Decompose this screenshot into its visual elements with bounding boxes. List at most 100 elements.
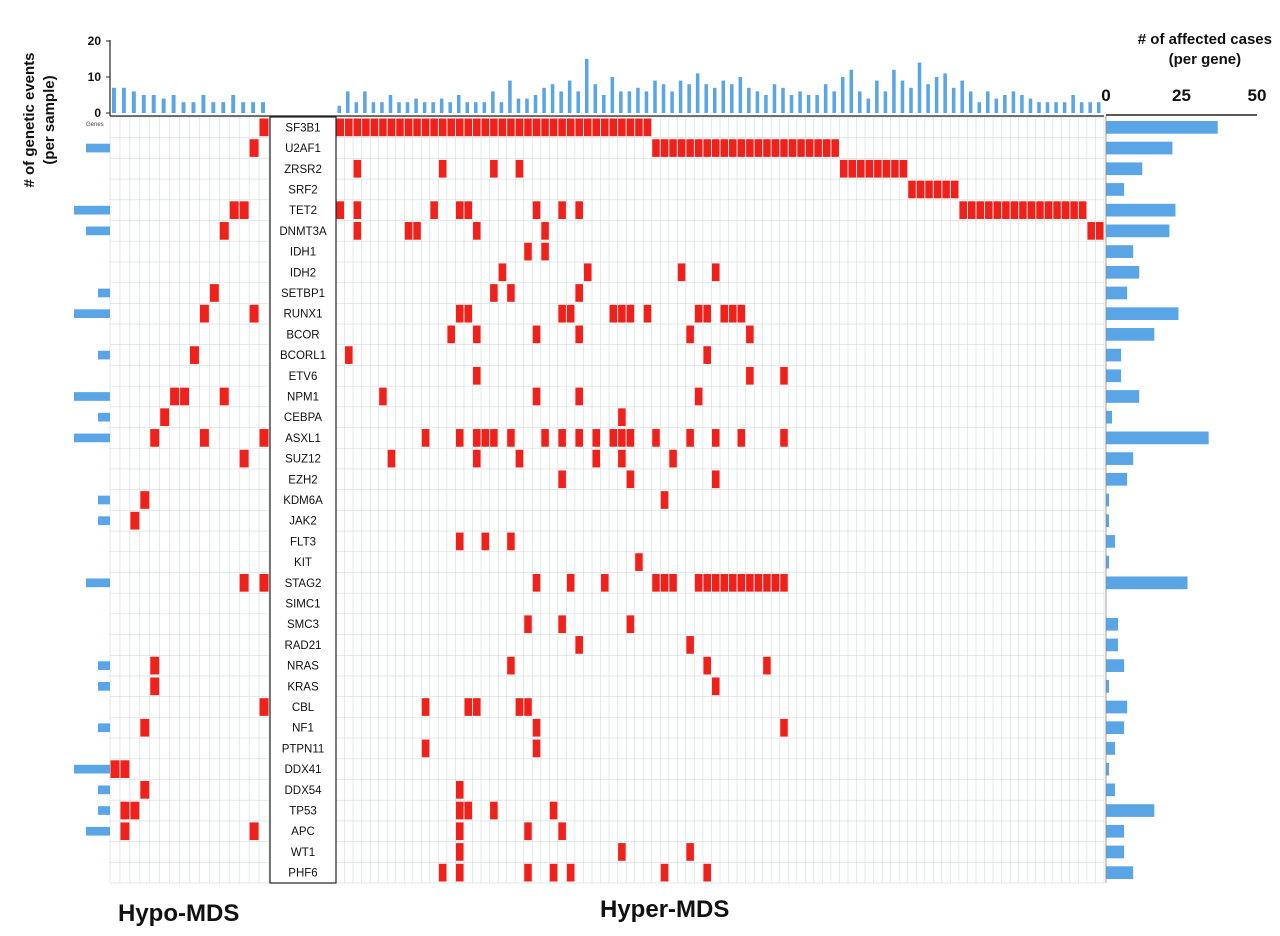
mutation-cell-tp53 — [464, 801, 473, 820]
events-bar-hyper — [491, 91, 495, 113]
mutation-cell-phf6 — [566, 863, 575, 882]
events-bar-hyper — [602, 95, 606, 113]
events-bar-hyper — [346, 91, 350, 113]
mutation-cell-u2af1 — [249, 139, 259, 157]
hyper-mutation-cells — [336, 118, 1104, 882]
events-bar-hypo — [131, 91, 136, 113]
hyper-grid — [335, 116, 1105, 884]
mutation-cell-setbp1 — [490, 284, 498, 302]
mutation-cell-asxl1 — [780, 429, 788, 447]
affected-cases-bar — [1106, 390, 1140, 403]
gene-label-ddx41: DDX41 — [284, 764, 321, 776]
events-bar-hyper — [550, 84, 555, 113]
events-bar-hyper — [584, 59, 589, 113]
hypo-gene-bar — [86, 226, 110, 236]
gene-label-simc1: SIMC1 — [285, 599, 320, 611]
mutation-cell-sf3b1 — [421, 118, 430, 137]
events-bar-hypo — [231, 95, 236, 113]
mutation-cell-asxl1 — [711, 429, 720, 447]
events-per-sample-axis: 20 10 0 — [88, 34, 1104, 120]
mutation-cell-u2af1 — [814, 139, 822, 157]
mutation-cell-tet2 — [575, 201, 583, 220]
mutation-cell-zrsr2 — [899, 159, 908, 178]
affected-cases-bar — [1106, 659, 1125, 672]
mutation-cell-ddx54 — [140, 780, 150, 799]
events-bar-hyper — [397, 102, 401, 113]
mutation-cell-srf2 — [908, 180, 916, 199]
mutation-cell-etv6 — [780, 366, 788, 385]
mutation-cell-u2af1 — [694, 139, 703, 157]
affected-cases-bar — [1106, 369, 1122, 383]
mutation-cell-sf3b1 — [464, 118, 473, 137]
mutation-cell-stag2 — [694, 573, 703, 592]
gene-label-flt3: FLT3 — [290, 536, 316, 548]
mutation-cell-npm1 — [532, 387, 541, 406]
mutation-cell-smc3 — [558, 615, 566, 634]
mutation-cell-suz12 — [473, 449, 481, 468]
gene-label-jak2: JAK2 — [289, 516, 317, 528]
mutation-cell-idh2 — [677, 263, 686, 282]
mutation-cell-stag2 — [259, 573, 269, 592]
right-axis-tick-label: 0 — [1101, 86, 1110, 105]
svg-text:# of genetic events: # of genetic events — [21, 52, 38, 187]
mutation-cell-u2af1 — [669, 139, 677, 157]
mutation-cell-ddx41 — [120, 760, 130, 778]
mutation-cell-dnmt3a — [413, 222, 421, 240]
events-bar-hyper — [439, 98, 444, 113]
gene-label-kras: KRAS — [287, 681, 319, 693]
events-bar-hyper — [900, 80, 905, 113]
events-bar-hyper — [627, 91, 632, 113]
events-bar-hyper — [892, 69, 896, 113]
events-bar-hyper — [712, 87, 717, 113]
events-bar-hyper — [1003, 95, 1007, 113]
mutation-cell-nf1 — [532, 718, 541, 737]
mutation-cell-tet2 — [967, 201, 976, 220]
mutation-cell-tet2 — [336, 201, 345, 220]
gene-label-sf3b1: SF3B1 — [285, 122, 320, 134]
right-axis-tick-label: 50 — [1248, 86, 1267, 105]
events-bar-hyper — [593, 84, 598, 113]
affected-cases-bars — [1106, 121, 1218, 879]
mutation-cell-stag2 — [754, 573, 763, 592]
mutation-cell-npm1 — [575, 387, 583, 406]
mutation-cell-u2af1 — [686, 139, 694, 157]
mutation-cell-asxl1 — [592, 429, 601, 447]
mutation-cell-asxl1 — [626, 429, 635, 447]
events-bar-hyper — [806, 95, 811, 113]
events-bar-hypo — [151, 95, 156, 113]
mutation-cell-wt1 — [686, 843, 694, 861]
events-bar-hyper — [858, 91, 862, 113]
events-bar-hyper — [516, 98, 521, 113]
events-bar-hyper — [431, 102, 435, 113]
events-bar-hyper — [661, 84, 666, 113]
mutation-cell-setbp1 — [575, 284, 583, 302]
mutation-cell-etv6 — [473, 366, 481, 385]
hypo-events-per-gene-bars — [74, 143, 110, 836]
mutation-cell-sf3b1 — [387, 118, 396, 137]
gene-label-npm1: NPM1 — [287, 391, 319, 403]
mutation-cell-cbl — [259, 698, 269, 716]
affected-cases-bar — [1106, 121, 1218, 134]
events-bar-hyper — [943, 73, 947, 113]
mutation-cell-tet2 — [353, 201, 362, 220]
gene-label-srf2: SRF2 — [288, 184, 317, 196]
mutation-cell-stag2 — [239, 573, 249, 592]
events-bar-hyper — [508, 80, 512, 113]
events-bar-hypo — [191, 102, 196, 113]
mutation-cell-bcorl1 — [703, 346, 711, 364]
affected-cases-bar — [1106, 638, 1119, 652]
mutation-cell-tet2 — [985, 201, 993, 220]
mutation-cell-idh1 — [524, 242, 532, 261]
events-bar-hypo — [141, 95, 146, 113]
affected-cases-bar — [1106, 535, 1116, 548]
mutation-cell-asxl1 — [490, 429, 498, 447]
affected-cases-axis: 0 25 50 — [1101, 86, 1266, 883]
affected-cases-bar — [1106, 804, 1155, 817]
mutation-cell-u2af1 — [763, 139, 771, 157]
hypo-grid — [109, 116, 270, 884]
mutation-cell-sf3b1 — [438, 118, 447, 137]
gene-label-bcorl1: BCORL1 — [280, 350, 326, 362]
mutation-cell-rad21 — [686, 636, 694, 654]
affected-cases-bar — [1106, 348, 1122, 362]
events-bar-hyper — [456, 95, 461, 113]
